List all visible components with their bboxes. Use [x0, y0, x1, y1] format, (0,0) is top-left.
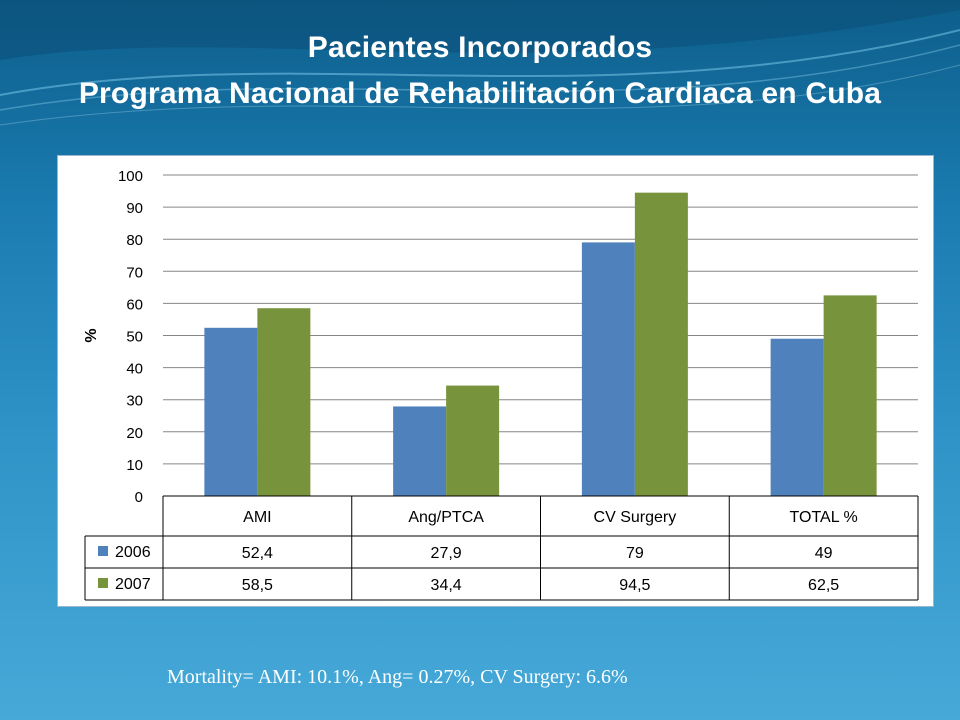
- y-tick-label: 90: [126, 200, 143, 217]
- y-tick-label: 10: [126, 457, 143, 474]
- bar-2007: [257, 308, 311, 496]
- data-label: 27,9: [431, 545, 462, 562]
- chart-panel: 0 10 20 30 40 50 60 70 80 90 100% AMI Ang/PTCA CV Sur…: [57, 155, 934, 607]
- bar-2006: [393, 406, 447, 496]
- category-label: CV Surgery: [594, 509, 677, 526]
- data-label: 94,5: [619, 577, 650, 594]
- legend-key-2007: [98, 578, 108, 588]
- mortality-footnote: Mortality= AMI: 10.1%, Ang= 0.27%, CV Su…: [167, 666, 628, 688]
- category-label: TOTAL %: [790, 509, 858, 526]
- slide-subtitle: Programa Nacional de Rehabilitación Card…: [78, 77, 882, 110]
- bar-2007: [634, 192, 688, 496]
- data-label: 79: [626, 545, 644, 562]
- y-tick-label: 80: [126, 232, 143, 249]
- y-tick-label: 100: [118, 168, 143, 185]
- y-tick-label: 20: [126, 425, 143, 442]
- data-label: 62,5: [808, 577, 839, 594]
- data-label: 34,4: [431, 577, 462, 594]
- bar-2006: [204, 327, 258, 496]
- bar-2006: [581, 242, 635, 496]
- bar-2007: [823, 295, 877, 496]
- bar-2006: [770, 338, 824, 496]
- bar-chart: 0 10 20 30 40 50 60 70 80 90 100% AMI Ang/PTCA CV Sur…: [83, 168, 919, 601]
- slide-title: Pacientes Incorporados: [307, 31, 653, 64]
- y-tick-label: 60: [126, 296, 143, 313]
- y-tick-label: 30: [126, 393, 143, 410]
- legend-label: 2007: [115, 576, 151, 593]
- y-tick-label: 40: [126, 361, 143, 378]
- category-label: Ang/PTCA: [408, 509, 484, 526]
- background-swoosh: [0, 0, 960, 126]
- data-label: 58,5: [242, 577, 273, 594]
- y-tick-label: 50: [126, 329, 143, 346]
- y-tick-label: 70: [126, 264, 143, 281]
- legend-label: 2006: [115, 544, 151, 561]
- bar-2007: [446, 385, 500, 496]
- legend-key-2006: [98, 546, 108, 556]
- data-label: 49: [815, 545, 833, 562]
- y-axis-title: %: [83, 328, 100, 342]
- data-label: 52,4: [242, 545, 273, 562]
- category-label: AMI: [243, 509, 271, 526]
- y-tick-label: 0: [135, 489, 143, 506]
